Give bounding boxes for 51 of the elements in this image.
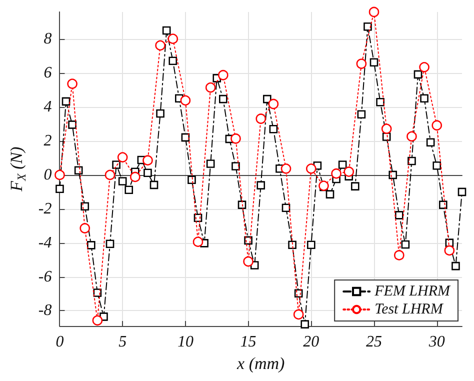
point [356,58,367,69]
point [243,256,254,267]
y-tick-label: 4 [44,98,52,116]
y-axis-title: FX (N) [7,146,28,192]
x-tick-label: 10 [177,334,194,350]
x-axis-title: x (mm) [236,354,286,373]
point [368,6,380,18]
x-tick-label: 0 [56,334,64,350]
y-tick-label: -2 [38,200,52,218]
y-tick-label: -8 [38,302,52,320]
point [218,70,228,80]
point [331,168,342,179]
point [230,133,241,144]
point [104,170,116,180]
point [256,114,266,124]
point [268,98,279,110]
point [80,223,90,234]
legend-label: Test LHRM [374,302,444,318]
y-tick-label: -6 [38,268,52,286]
point [381,124,392,134]
x-tick-label: 5 [118,334,127,350]
y-tick-label: 0 [44,166,52,184]
x-tick-label: 25 [366,334,382,350]
point [306,164,316,174]
point [92,315,103,326]
point [180,95,191,106]
point [54,170,65,180]
x-tick-label: 20 [303,334,320,350]
point [142,155,153,166]
point [344,166,354,177]
point [293,309,304,320]
point [168,34,178,44]
x-tick-label: 15 [240,334,256,350]
point [444,245,455,256]
y-tick-label: 6 [44,64,52,82]
point [117,152,128,162]
legend-label: FEM LHRM [374,284,452,300]
point [432,120,442,131]
point [192,236,204,247]
point [280,164,292,174]
point [419,62,430,72]
point [406,131,417,142]
point [155,40,166,51]
x-tick-label: 30 [428,334,445,350]
point [205,82,216,93]
y-tick-label: 8 [44,30,52,48]
point [67,78,78,89]
point [394,250,404,260]
point [130,172,140,182]
y-tick-label: -4 [38,234,52,252]
y-tick-label: 2 [44,132,52,150]
